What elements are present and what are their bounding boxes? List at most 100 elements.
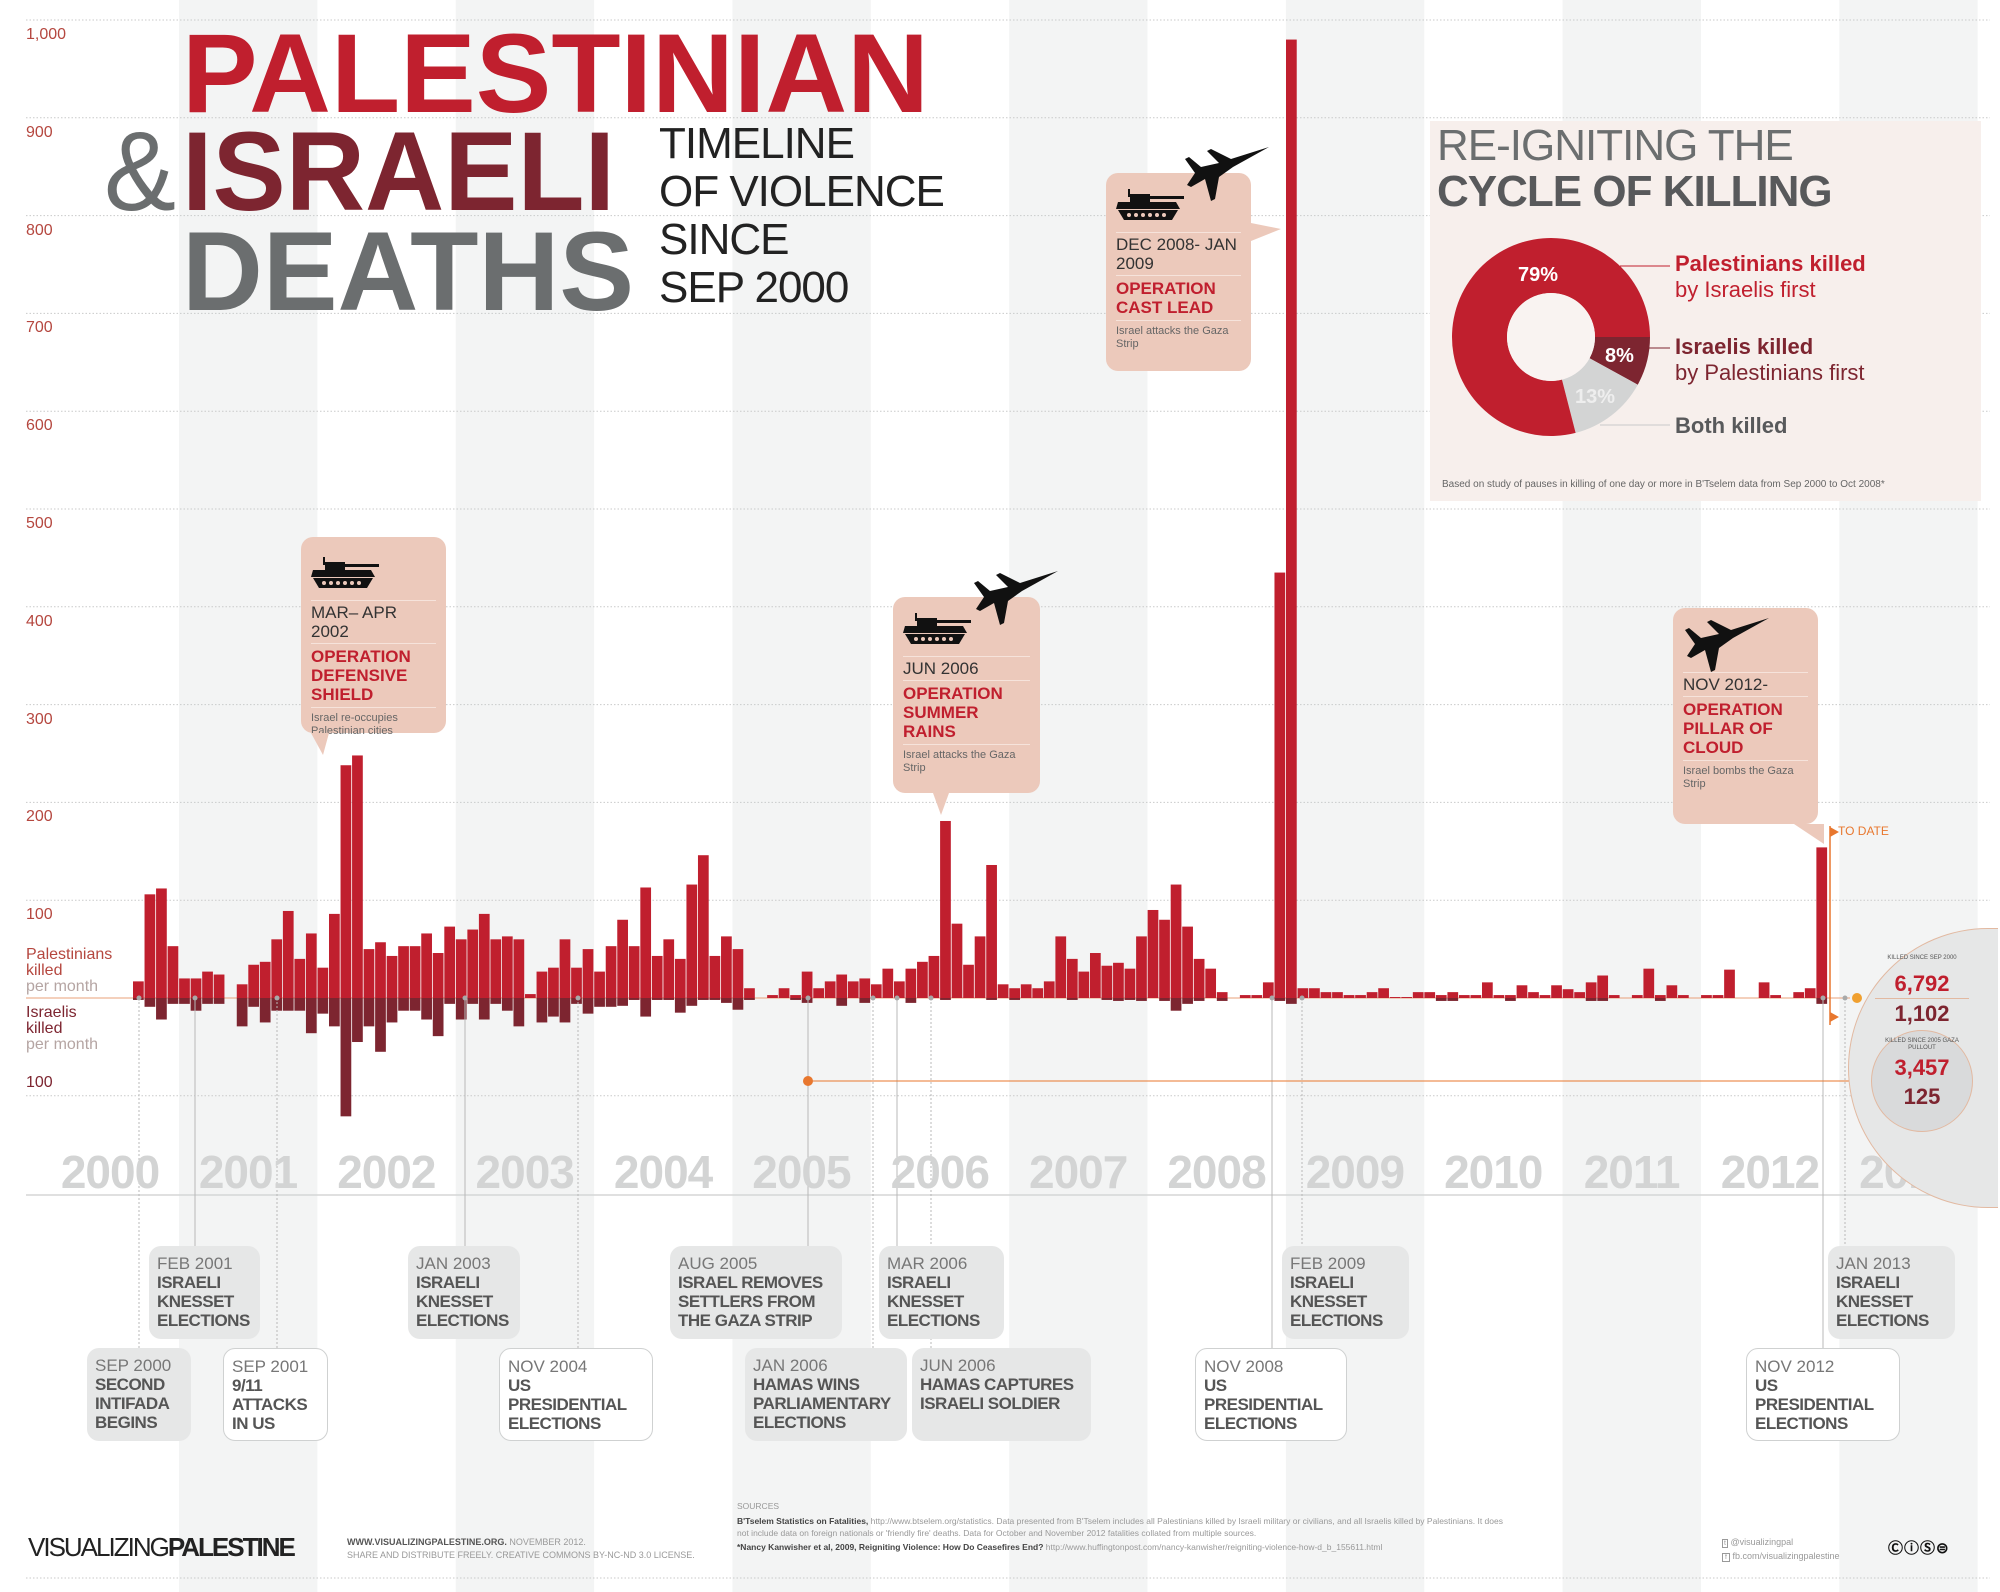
twitter-link[interactable]: t @visualizingpal xyxy=(1722,1536,1840,1550)
bar-palestinians xyxy=(1309,988,1320,998)
event-box[interactable]: JUN 2006 HAMAS CAPTURES ISRAELI SOLDIER xyxy=(912,1348,1091,1441)
event-box[interactable]: NOV 2012 US PRESIDENTIAL ELECTIONS xyxy=(1746,1348,1900,1441)
bar-israelis xyxy=(386,998,398,1023)
event-title: ISRAEL REMOVES SETTLERS FROM THE GAZA ST… xyxy=(678,1273,823,1330)
facebook-link[interactable]: f fb.com/visualizingpalestine xyxy=(1722,1550,1840,1564)
bar-palestinians xyxy=(1724,969,1735,998)
subtitle-line: OF VIOLENCE xyxy=(659,167,945,216)
event-dot xyxy=(928,995,934,1001)
bar-israelis xyxy=(409,998,421,1011)
source-2-text: http://www.huffingtonpost.com/nancy-kanw… xyxy=(1045,1542,1383,1552)
event-box[interactable]: FEB 2009 ISRAELI KNESSET ELECTIONS xyxy=(1282,1246,1409,1339)
twitter-icon: t xyxy=(1722,1539,1728,1548)
bar-israelis xyxy=(582,998,594,1014)
bar-israelis xyxy=(1216,998,1228,1001)
bar-israelis xyxy=(663,998,675,1000)
totals-dot xyxy=(1852,993,1862,1003)
y-tick-label: 100 xyxy=(26,906,53,924)
site-link[interactable]: WWW.VISUALIZINGPALESTINE.ORG. xyxy=(347,1537,507,1547)
bar-palestinians xyxy=(1193,958,1205,998)
event-box[interactable]: AUG 2005 ISRAEL REMOVES SETTLERS FROM THE… xyxy=(670,1246,842,1339)
bar-israelis xyxy=(674,998,686,1013)
bar-palestinians xyxy=(248,964,260,998)
operation-callout: JUN 2006 OPERATION SUMMER RAINS Israel att… xyxy=(893,571,1058,815)
bar-palestinians xyxy=(144,894,156,998)
bar-palestinians xyxy=(259,961,271,998)
bar-palestinians xyxy=(824,981,836,998)
bar-israelis xyxy=(156,998,167,1020)
y-tick-label: 900 xyxy=(26,123,53,141)
bar-palestinians xyxy=(1170,884,1182,998)
bar-israelis xyxy=(1816,998,1828,1004)
event-date: FEB 2009 xyxy=(1290,1254,1366,1273)
bar-palestinians xyxy=(329,913,340,998)
event-box[interactable]: FEB 2001 ISRAELI KNESSET ELECTIONS xyxy=(149,1246,260,1339)
bar-palestinians xyxy=(1516,985,1528,998)
legend-light: by Palestinians first xyxy=(1675,360,1865,385)
license-text: SHARE AND DISTRIBUTE FREELY. CREATIVE CO… xyxy=(347,1550,695,1560)
year-label: 2010 xyxy=(1444,1146,1543,1198)
event-dot xyxy=(462,995,468,1001)
event-box[interactable]: SEP 2000 SECOND INTIFADA BEGINS xyxy=(87,1348,191,1441)
divider xyxy=(1875,998,1969,999)
bar-palestinians xyxy=(1216,992,1228,998)
creative-commons-icons: ⒸⓘⓈ⊜ xyxy=(1888,1537,1950,1558)
bar-israelis xyxy=(305,998,317,1034)
event-title: HAMAS WINS PARLIAMENTARY ELECTIONS xyxy=(753,1375,891,1432)
bar-palestinians xyxy=(548,967,559,998)
brand-logo[interactable]: VISUALIZINGPALESTINE xyxy=(28,1532,296,1563)
donut-pct-label: 8% xyxy=(1605,345,1634,367)
event-box[interactable]: NOV 2008 US PRESIDENTIAL ELECTIONS xyxy=(1195,1348,1347,1441)
legend-light: by Israelis first xyxy=(1675,277,1816,302)
event-box[interactable]: NOV 2004 US PRESIDENTIAL ELECTIONS xyxy=(499,1348,653,1441)
callout-description: Israel re-occupies Palestinian cities xyxy=(311,712,398,737)
event-title: ISRAELI KNESSET ELECTIONS xyxy=(887,1273,980,1330)
bar-palestinians xyxy=(651,955,663,998)
bar-palestinians xyxy=(1574,992,1585,998)
fighter-jet-icon xyxy=(974,571,1058,625)
bar-palestinians xyxy=(501,936,513,998)
event-box[interactable]: JAN 2013 ISRAELI KNESSET ELECTIONS xyxy=(1828,1246,1955,1339)
title-israeli: ISRAELI xyxy=(182,109,615,234)
event-title: SECOND INTIFADA BEGINS xyxy=(95,1375,169,1432)
tank-icon xyxy=(1116,189,1184,220)
bars xyxy=(133,39,1828,1117)
bar-palestinians xyxy=(386,955,398,998)
to-date-flag-icon xyxy=(1830,827,1839,837)
event-box[interactable]: SEP 2001 9/11 ATTACKS IN US xyxy=(223,1348,328,1441)
event-title: 9/11 ATTACKS IN US xyxy=(232,1376,308,1433)
bar-palestinians xyxy=(697,855,709,998)
callout-pointer xyxy=(1794,824,1824,844)
callout-operation: OPERATION DEFENSIVE SHIELD xyxy=(311,644,436,708)
donut-pct-label: 79% xyxy=(1518,264,1558,286)
operation-callout: NOV 2012- OPERATION PILLAR OF CLOUD Israel… xyxy=(1673,608,1824,844)
bar-israelis xyxy=(1170,998,1182,1011)
donut-pct-label: 13% xyxy=(1575,386,1615,408)
pullout-israelis: 125 xyxy=(1903,1084,1941,1109)
nc-icon: Ⓢ xyxy=(1920,1540,1937,1557)
bar-palestinians xyxy=(951,923,963,998)
bar-israelis xyxy=(340,998,352,1117)
bar-israelis xyxy=(640,998,652,1017)
event-box[interactable]: JAN 2003 ISRAELI KNESSET ELECTIONS xyxy=(408,1246,520,1339)
bar-palestinians xyxy=(1458,995,1470,998)
event-box[interactable]: JAN 2006 HAMAS WINS PARLIAMENTARY ELECTIO… xyxy=(745,1348,907,1441)
bar-palestinians xyxy=(1493,995,1505,998)
bar-palestinians xyxy=(801,971,813,998)
bar-palestinians xyxy=(294,958,306,998)
bar-israelis xyxy=(282,998,294,1011)
bar-palestinians xyxy=(1804,988,1816,998)
bar-palestinians xyxy=(236,984,248,998)
y-tick-label: 700 xyxy=(26,319,53,337)
callout-date: MAR– APR 2002 xyxy=(311,600,436,644)
event-box[interactable]: MAR 2006 ISRAELI KNESSET ELECTIONS xyxy=(879,1246,1004,1339)
bar-palestinians xyxy=(1539,995,1551,998)
total-palestinians: 6,792 xyxy=(1894,971,1950,996)
legend-palestinians: Palestinians killed by Israelis first xyxy=(1675,251,1866,303)
bar-palestinians xyxy=(1528,992,1539,998)
bar-palestinians xyxy=(202,971,213,998)
bar-palestinians xyxy=(1343,995,1355,998)
callout-date: NOV 2012- xyxy=(1683,672,1808,697)
bar-palestinians xyxy=(663,939,675,998)
bar-palestinians xyxy=(1274,572,1286,998)
